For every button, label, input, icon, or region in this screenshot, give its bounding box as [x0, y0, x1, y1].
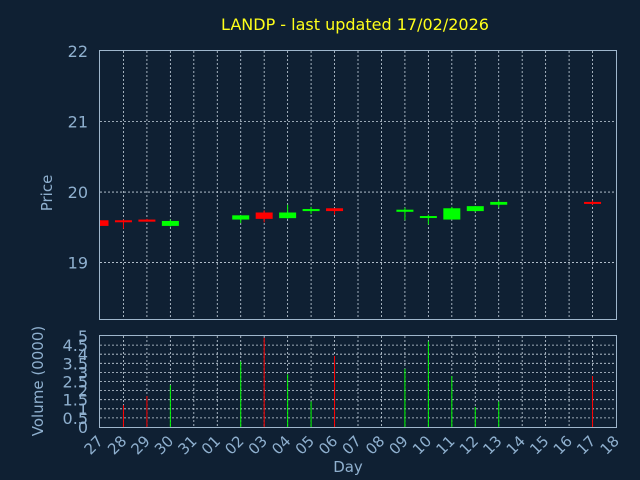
day-tick-label: 18 — [597, 432, 623, 458]
candle-body — [326, 208, 344, 212]
volume-tick-label: 3 — [78, 363, 88, 382]
volume-tick-label: 4.5 — [63, 336, 88, 355]
day-tick-label: 15 — [526, 432, 552, 458]
price-tick-label: 22 — [68, 42, 88, 61]
candle-body — [584, 201, 602, 204]
day-tick-label: 31 — [174, 432, 200, 458]
volume-tick-label: 3.5 — [63, 354, 88, 373]
price-candles — [99, 200, 602, 229]
day-tick-label: 13 — [479, 432, 505, 458]
volume-tick-label: 2 — [78, 382, 88, 401]
candle-body — [466, 206, 484, 212]
volume-bars — [122, 337, 594, 427]
day-tick-label: 17 — [573, 432, 599, 458]
candle-body — [490, 201, 508, 205]
price-axis-ticks: 19 20 21 22 — [68, 42, 88, 273]
volume-tick-label: 2.5 — [63, 373, 88, 392]
price-tick-label: 21 — [68, 113, 88, 132]
day-tick-label: 10 — [409, 432, 435, 458]
price-panel-frame — [99, 50, 617, 320]
volume-tick-label: 0 — [78, 418, 88, 437]
price-tick-label: 20 — [68, 183, 88, 202]
candle-body — [255, 212, 273, 219]
day-tick-label: 03 — [245, 432, 271, 458]
volume-axis-ticks: 00.511.522.533.544.55 — [63, 327, 88, 437]
candle-body — [100, 220, 109, 226]
price-axis-label: Price — [38, 175, 56, 212]
day-tick-label: 11 — [432, 432, 458, 458]
candle-body — [396, 209, 414, 212]
candle-body — [443, 208, 461, 220]
volume-tick-label: 4 — [78, 345, 88, 364]
day-tick-label: 14 — [503, 432, 529, 458]
volume-tick-label: 5 — [78, 327, 88, 346]
candle-body — [279, 212, 297, 219]
day-tick-label: 06 — [315, 432, 341, 458]
day-axis-label: Day — [333, 458, 363, 476]
day-tick-label: 08 — [362, 432, 388, 458]
volume-axis-label: Volume (0000) — [29, 326, 47, 436]
day-tick-label: 09 — [386, 432, 412, 458]
candle-body — [419, 216, 437, 219]
day-tick-label: 04 — [268, 432, 294, 458]
day-axis-ticks: 2728293031010203040506070809101112131415… — [81, 432, 623, 458]
grid-lines — [100, 51, 616, 427]
day-tick-label: 05 — [292, 432, 318, 458]
day-tick-label: 29 — [128, 432, 154, 458]
candle-body — [161, 220, 179, 226]
day-tick-label: 12 — [456, 432, 482, 458]
volume-tick-label: 1 — [78, 400, 88, 419]
day-tick-label: 02 — [221, 432, 247, 458]
volume-tick-label: 1.5 — [63, 391, 88, 410]
candle-body — [302, 208, 320, 212]
day-tick-label: 28 — [104, 432, 130, 458]
volume-tick-label: 0.5 — [63, 409, 88, 428]
candle-body — [114, 220, 132, 223]
candle-body — [138, 219, 156, 222]
chart-title: LANDP - last updated 17/02/2026 — [221, 15, 489, 34]
day-tick-label: 07 — [339, 432, 365, 458]
day-tick-label: 16 — [550, 432, 576, 458]
candle-body — [232, 215, 250, 220]
volume-panel-frame — [99, 335, 617, 428]
day-tick-label: 30 — [151, 432, 177, 458]
price-tick-label: 19 — [68, 254, 88, 273]
day-tick-label: 01 — [198, 432, 224, 458]
